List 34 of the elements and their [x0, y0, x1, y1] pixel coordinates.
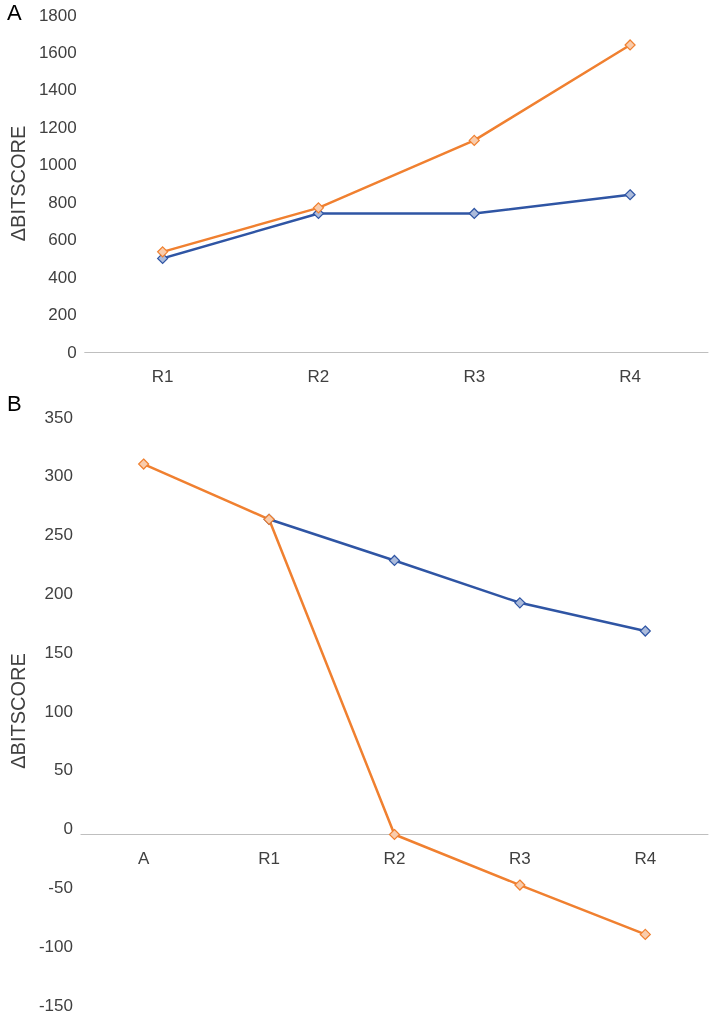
y-tick-label: 400	[48, 267, 77, 287]
y-tick-label: 600	[48, 230, 77, 250]
y-tick-label: -150	[38, 995, 73, 1015]
x-tick-label: R1	[151, 367, 174, 386]
y-tick-label: 200	[44, 583, 73, 603]
y-tick-label: 1200	[38, 117, 77, 137]
y-tick-label: 300	[44, 466, 73, 486]
x-tick-label: A	[137, 849, 150, 869]
y-tick-label: 1400	[38, 80, 77, 100]
y-axis-title: ΔBITSCORE	[7, 653, 29, 769]
x-tick-label: R4	[634, 849, 657, 869]
y-tick-label: 250	[44, 525, 73, 545]
y-tick-label: 0	[67, 342, 77, 362]
chart-title: A	[7, 0, 22, 25]
x-tick-label: R2	[383, 849, 406, 869]
y-tick-label: 150	[44, 642, 73, 662]
y-tick-label: 200	[48, 305, 77, 325]
y-tick-label: 1600	[38, 42, 77, 62]
x-tick-label: R4	[619, 367, 641, 386]
y-tick-label: 100	[44, 701, 73, 721]
chart-title: B	[7, 390, 22, 416]
y-tick-label: 800	[48, 192, 77, 212]
y-tick-label: -100	[38, 936, 73, 956]
x-tick-label: R3	[463, 367, 486, 386]
x-tick-label: R3	[509, 849, 531, 869]
x-tick-label: R2	[307, 367, 330, 386]
y-tick-label: 350	[44, 407, 73, 427]
y-axis-title: ΔBITSCORE	[7, 125, 29, 242]
y-tick-label: 50	[54, 760, 73, 780]
x-tick-label: R1	[258, 849, 280, 869]
y-tick-label: 0	[63, 819, 73, 839]
y-tick-label: -50	[48, 877, 73, 897]
y-tick-label: 1000	[38, 155, 77, 175]
y-tick-label: 1800	[38, 5, 77, 25]
